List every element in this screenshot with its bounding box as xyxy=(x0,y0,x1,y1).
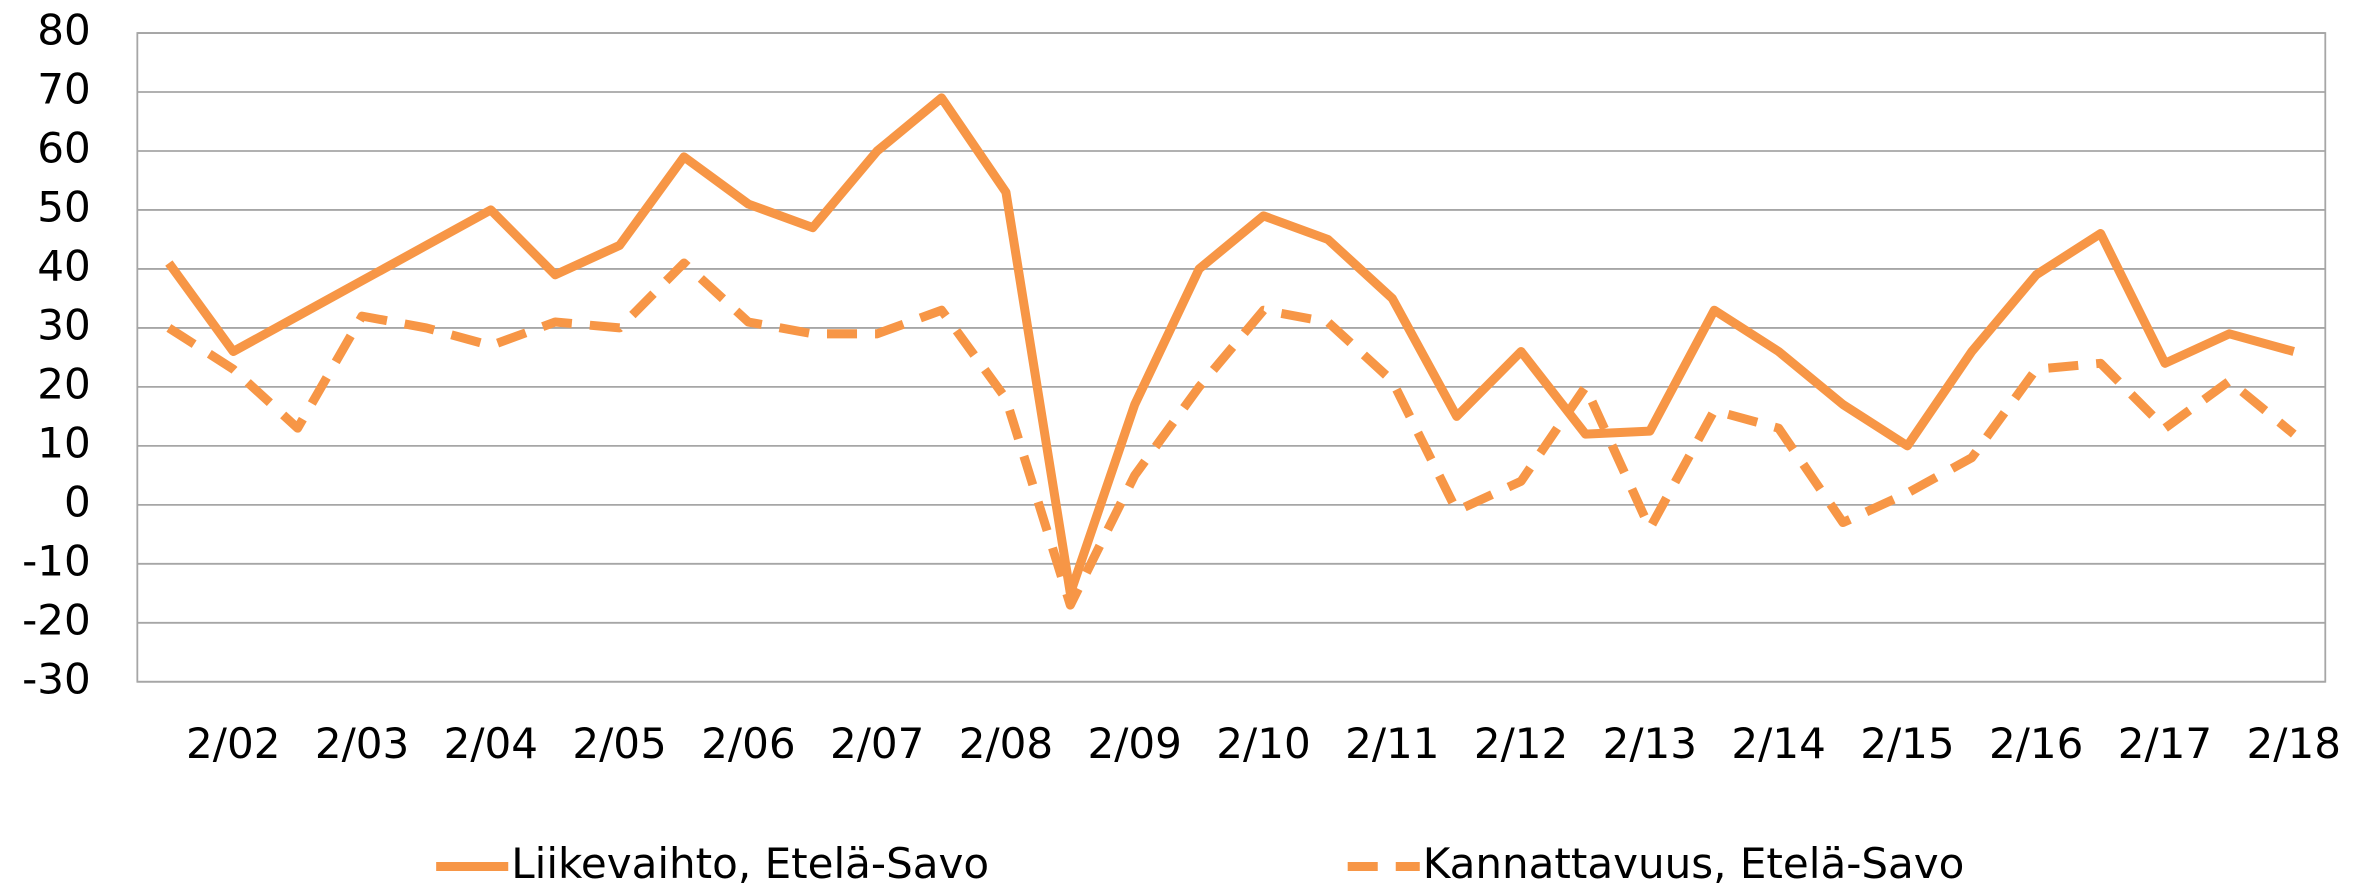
y-tick-label: -20 xyxy=(22,595,91,644)
y-tick-label: -10 xyxy=(22,536,91,585)
x-tick-label: 2/05 xyxy=(572,719,666,768)
x-tick-label: 2/13 xyxy=(1603,719,1697,768)
y-tick-label: 10 xyxy=(37,418,90,467)
legend-label: Kannattavuus, Etelä-Savo xyxy=(1423,839,1965,888)
x-tick-label: 2/08 xyxy=(959,719,1053,768)
x-tick-label: 2/03 xyxy=(315,719,409,768)
series-line xyxy=(166,258,2297,610)
y-tick-label: 30 xyxy=(37,300,90,349)
x-tick-label: 2/16 xyxy=(1989,719,2083,768)
plot-border xyxy=(136,32,2327,683)
x-tick-label: 2/12 xyxy=(1474,719,1568,768)
y-tick-label: 20 xyxy=(37,359,90,408)
x-tick-label: 2/02 xyxy=(186,719,280,768)
x-tick-label: 2/09 xyxy=(1088,719,1182,768)
series-line xyxy=(165,93,2295,598)
x-tick-label: 2/15 xyxy=(1860,719,1954,768)
y-tick-label: 60 xyxy=(37,123,90,172)
x-tick-label: 2/10 xyxy=(1216,719,1310,768)
x-tick-label: 2/17 xyxy=(2118,719,2212,768)
legend-label: Liikevaihto, Etelä-Savo xyxy=(511,839,989,888)
x-tick-label: 2/06 xyxy=(701,719,795,768)
y-tick-label: 70 xyxy=(37,65,90,114)
y-tick-label: 0 xyxy=(64,477,91,526)
y-tick-label: 80 xyxy=(37,6,90,55)
y-tick-label: -30 xyxy=(22,654,91,703)
x-tick-label: 2/14 xyxy=(1731,719,1825,768)
x-tick-label: 2/18 xyxy=(2247,719,2341,768)
y-tick-label: 50 xyxy=(37,182,90,231)
x-tick-label: 2/07 xyxy=(830,719,924,768)
y-tick-label: 40 xyxy=(37,241,90,290)
x-tick-label: 2/11 xyxy=(1345,719,1439,768)
x-tick-label: 2/04 xyxy=(444,719,538,768)
